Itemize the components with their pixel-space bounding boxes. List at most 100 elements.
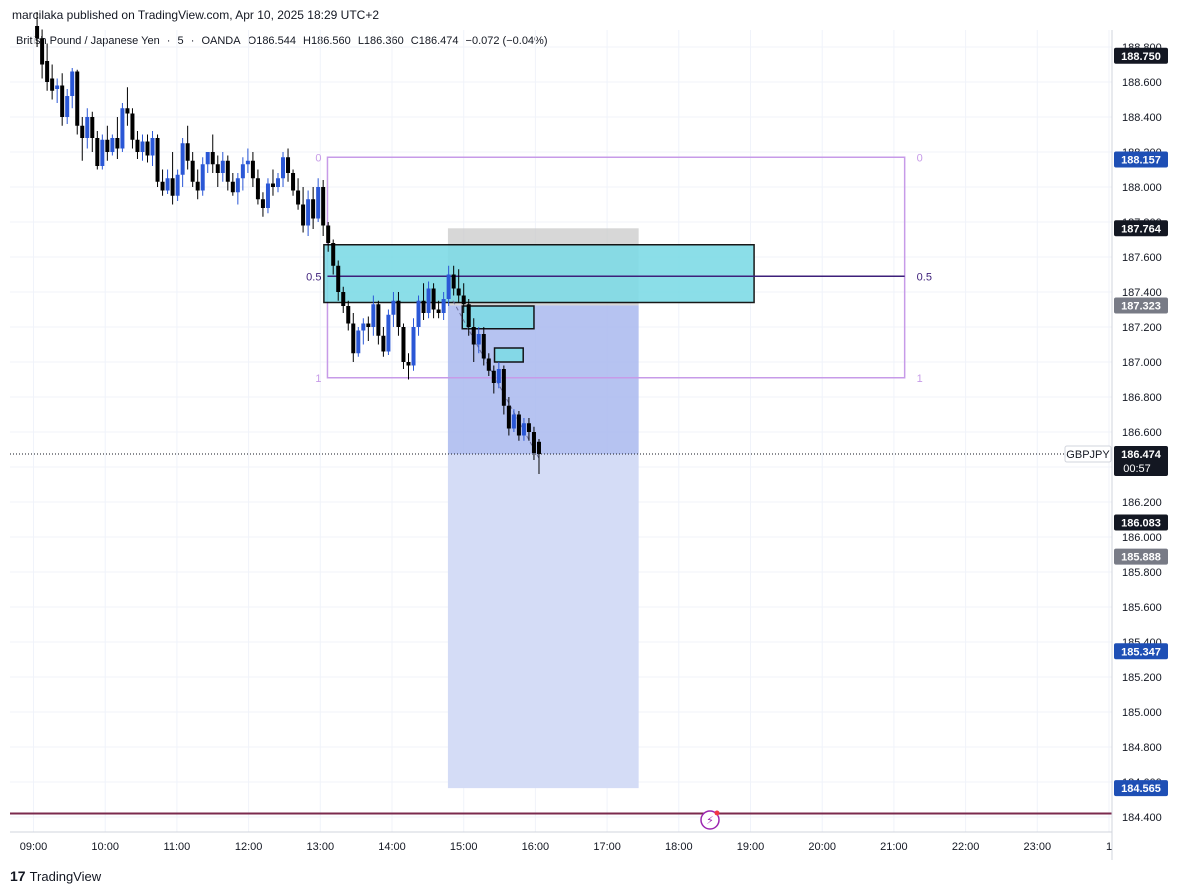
candle-body: [100, 139, 105, 166]
price-tick-label: 187.600: [1122, 252, 1162, 264]
candle-body: [175, 174, 180, 196]
last-price-label-bg: [1114, 446, 1168, 477]
candle-body: [531, 432, 536, 453]
time-tick-label: 19:00: [737, 841, 765, 853]
legend-symbol[interactable]: British Pound / Japanese Yen: [16, 35, 160, 47]
time-tick-label: 14:00: [378, 841, 406, 853]
candle-body: [286, 157, 291, 173]
time-tick-label: 22:00: [952, 841, 980, 853]
price-axis-label-bg: [1114, 548, 1168, 565]
candle-body: [341, 292, 346, 306]
price-tick-label: 188.600: [1122, 77, 1162, 89]
legend-open: O186.544: [247, 35, 296, 47]
fib-level-label-left: 1: [315, 373, 321, 385]
candle-body: [55, 85, 60, 89]
candle-body: [326, 225, 331, 243]
candle-body: [275, 178, 280, 187]
footer-brand[interactable]: TradingView: [29, 868, 102, 884]
legend-close: C186.474: [410, 35, 459, 47]
candle-body: [536, 441, 541, 455]
tradingview-logo-icon[interactable]: 17: [10, 868, 26, 884]
price-tick-label: 184.400: [1122, 812, 1162, 824]
candle-body: [381, 335, 386, 352]
candle-body: [230, 181, 235, 193]
candle-body: [521, 423, 526, 436]
candle-body: [170, 178, 175, 196]
candle-body: [125, 108, 130, 114]
price-axis-label-bg: [1114, 643, 1168, 660]
candle-body: [220, 160, 225, 173]
candle-body: [406, 362, 411, 366]
candle-body: [516, 414, 521, 436]
legend-interval[interactable]: 5: [177, 35, 184, 47]
time-tick-label: 23:00: [1024, 841, 1052, 853]
short-target-zone: [447, 454, 639, 789]
time-tick-label: 1: [1106, 841, 1112, 853]
price-axis-label: 186.083: [1121, 517, 1161, 529]
price-axis-label: 185.347: [1121, 646, 1161, 658]
candle-body: [306, 199, 311, 226]
countdown-label: 00:57: [1123, 463, 1151, 475]
candle-body: [431, 288, 436, 310]
legend-exchange: OANDA: [201, 35, 241, 47]
candle-body: [331, 243, 336, 266]
zone-small-2: [493, 347, 524, 363]
candle-body: [265, 183, 270, 208]
candle-body: [416, 300, 421, 327]
price-tick-label: 187.400: [1122, 287, 1162, 299]
candle-body: [321, 187, 326, 226]
candle-body: [105, 139, 110, 152]
candle-body: [296, 190, 301, 205]
candle-body: [145, 141, 150, 156]
candle-body: [461, 295, 466, 305]
candle-body: [80, 125, 85, 138]
price-tick-label: 186.600: [1122, 427, 1162, 439]
candle-body: [130, 113, 135, 140]
candle-body: [225, 160, 230, 182]
price-axis-label-bg: [1114, 514, 1168, 531]
fib-level-label-right: 0: [917, 152, 923, 164]
candle-body: [210, 152, 215, 165]
candle-body: [316, 187, 321, 219]
candle-body: [255, 178, 260, 200]
time-tick-label: 10:00: [91, 841, 119, 853]
candle-body: [311, 199, 316, 219]
zone-main: [323, 244, 755, 304]
price-axis-label-bg: [1114, 220, 1168, 237]
price-tick-label: 187.200: [1122, 322, 1162, 334]
candle-body: [456, 288, 461, 296]
price-tick-label: 186.200: [1122, 497, 1162, 509]
candle-body: [496, 369, 501, 383]
candle-body: [190, 160, 195, 182]
candle-body: [291, 173, 296, 191]
candle-body: [95, 138, 100, 166]
price-axis-label: 185.888: [1121, 552, 1161, 564]
candle-body: [356, 330, 361, 354]
publisher-line: marcilaka published on TradingView.com, …: [12, 8, 379, 22]
symbol-tag: GBPJPY: [1066, 449, 1110, 461]
price-tick-label: 185.200: [1122, 672, 1162, 684]
candle-body: [135, 139, 140, 152]
price-axis-label: 188.157: [1121, 155, 1161, 167]
candle-body: [120, 108, 125, 149]
price-tick-label: 188.000: [1122, 182, 1162, 194]
alert-icon-glyph: ⚡: [706, 814, 714, 827]
candle-body: [235, 178, 240, 193]
candle-body: [501, 369, 506, 406]
candle-body: [260, 199, 265, 208]
zone-small-1: [461, 305, 535, 330]
candle-body: [195, 181, 200, 191]
symbol-tag-bg: [1064, 445, 1112, 463]
candle-body: [466, 304, 471, 327]
candle-body: [376, 304, 381, 336]
candle-body: [371, 304, 376, 327]
time-tick-label: 21:00: [880, 841, 908, 853]
candle-body: [45, 61, 50, 82]
time-tick-label: 16:00: [522, 841, 550, 853]
candle-body: [240, 164, 245, 179]
candle-body: [180, 143, 185, 175]
time-tick-label: 09:00: [20, 841, 48, 853]
price-tick-label: 185.600: [1122, 602, 1162, 614]
candle-body: [245, 160, 250, 165]
